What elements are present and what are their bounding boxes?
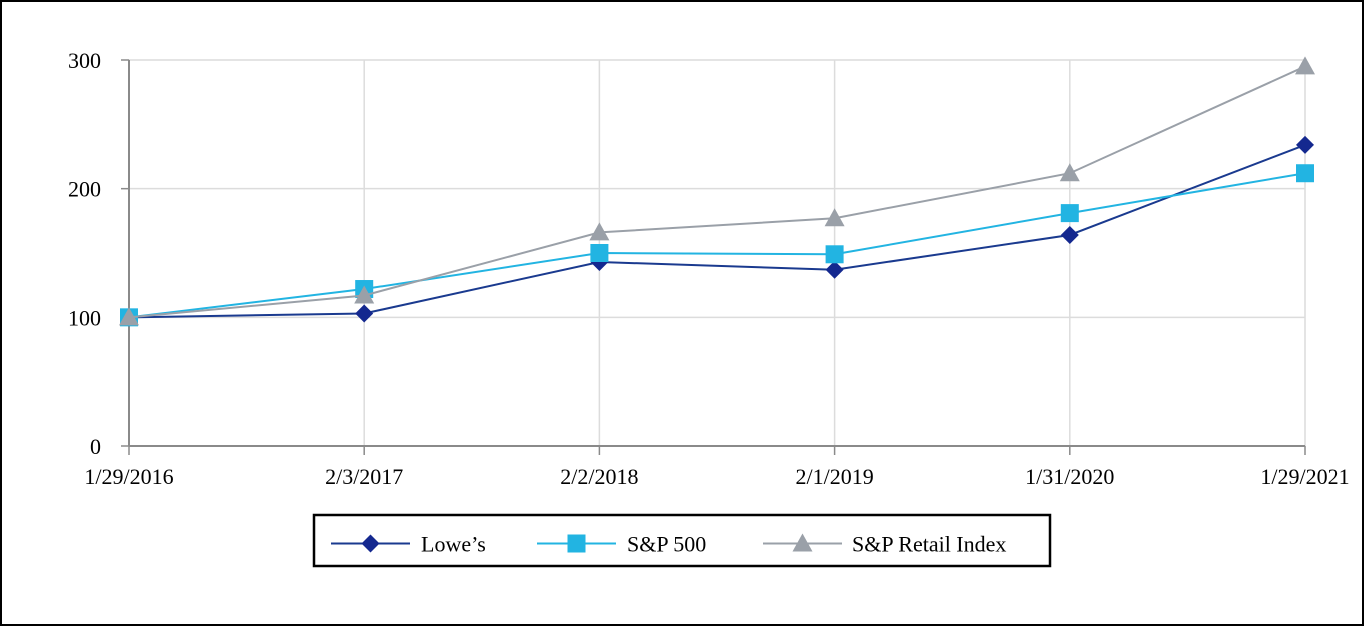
y-tick-label: 0 xyxy=(90,434,101,459)
y-tick-label: 200 xyxy=(68,177,101,202)
x-tick-label: 1/29/2016 xyxy=(84,464,173,489)
x-tick-label: 2/3/2017 xyxy=(325,464,403,489)
data-point-lowe-s xyxy=(1060,225,1079,244)
data-point-s-p-retail-index xyxy=(119,307,139,326)
data-point-s-p-retail-index xyxy=(589,222,610,241)
data-point-s-p-500 xyxy=(1060,204,1079,223)
legend-item-s-p-retail-index: S&P Retail Index xyxy=(763,532,1006,557)
series-line-lowe-s xyxy=(128,143,1306,319)
data-point-s-p-500 xyxy=(590,244,609,262)
x-tick-label: 2/1/2019 xyxy=(795,464,873,489)
data-point-s-p-retail-index xyxy=(1059,163,1080,182)
series-s-p-retail-index xyxy=(119,56,1315,326)
x-tick-label: 2/2/2018 xyxy=(560,464,638,489)
data-point-s-p-500 xyxy=(1296,164,1314,183)
data-point-lowe-s xyxy=(355,304,374,323)
data-point-lowe-s xyxy=(1296,135,1314,154)
y-tick-label: 300 xyxy=(68,48,101,73)
legend-box xyxy=(312,513,1052,568)
data-point-s-p-retail-index xyxy=(354,285,375,304)
data-point-s-p-500 xyxy=(825,245,844,264)
legend-marker xyxy=(792,533,813,552)
data-point-lowe-s xyxy=(825,260,844,279)
legend-label: Lowe’s xyxy=(421,532,486,557)
x-tick-label: 1/29/2021 xyxy=(1260,464,1349,489)
legend-marker xyxy=(361,534,380,553)
x-tick-label: 1/31/2020 xyxy=(1025,464,1114,489)
legend-item-s-p-500: S&P 500 xyxy=(537,532,706,557)
data-point-lowe-s xyxy=(590,253,609,272)
gridlines xyxy=(121,59,1306,455)
legend-label: S&P Retail Index xyxy=(852,532,1006,557)
series-line-s-p-retail-index xyxy=(128,65,1306,319)
data-point-s-p-retail-index xyxy=(1295,56,1315,75)
data-point-s-p-retail-index xyxy=(824,208,845,227)
y-tick-label: 100 xyxy=(68,305,101,330)
legend: Lowe’s S&P 500 S&P Retail Index xyxy=(312,513,1052,568)
legend-marker xyxy=(567,534,586,553)
legend-label: S&P 500 xyxy=(627,532,706,557)
series-line-s-p-500 xyxy=(128,172,1306,319)
legend-item-lowe-s: Lowe’s xyxy=(331,532,486,557)
